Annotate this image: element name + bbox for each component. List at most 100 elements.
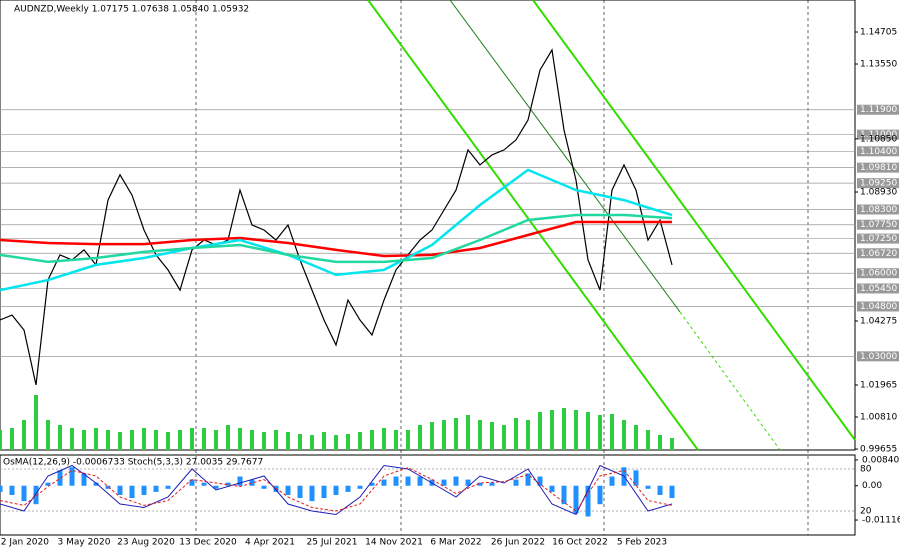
osma-bar <box>237 476 243 486</box>
volume-bar <box>478 420 482 450</box>
volume-bar <box>442 420 446 450</box>
volume-bar <box>190 428 194 450</box>
volume-bar <box>562 408 566 450</box>
y-tick-label: 1.01965 <box>860 381 897 391</box>
volume-bar <box>466 415 470 450</box>
osma-bar <box>561 485 567 505</box>
series-line <box>0 220 672 258</box>
chart-title: AUDNZD,Weekly 1.07175 1.07638 1.05840 1.… <box>14 5 249 15</box>
osma-bar <box>525 473 531 486</box>
volume-bar <box>658 435 662 450</box>
volume-bar <box>130 430 134 450</box>
level-label: 1.06720 <box>860 249 897 259</box>
x-tick-label: 5 Feb 2023 <box>617 538 667 548</box>
level-label: 1.03000 <box>860 352 897 362</box>
osma-bar <box>117 485 123 495</box>
osma-bar <box>285 485 291 495</box>
series-line <box>0 213 673 264</box>
volume-bar <box>298 434 302 450</box>
osma-bar <box>477 482 483 486</box>
volume-bar <box>214 430 218 450</box>
volume-bar <box>418 425 422 450</box>
osma-tick-label: -0.01116 <box>862 516 900 526</box>
volume-bar <box>574 410 578 450</box>
level-label-box <box>857 162 899 173</box>
osma-tick-label: 0.0084018 <box>862 455 900 465</box>
osma-bar <box>153 485 159 492</box>
stoch-level-label: 20 <box>860 507 872 517</box>
volume-bar <box>586 412 590 450</box>
osma-bar <box>189 479 195 486</box>
osma-bar <box>669 485 675 499</box>
volume-bar <box>46 420 50 450</box>
volume-bar <box>598 415 602 450</box>
osma-bar <box>657 485 663 495</box>
volume-bar <box>610 414 614 450</box>
y-tick-label: 1.14705 <box>860 28 897 38</box>
osma-bar <box>489 482 495 486</box>
volume-bar <box>346 434 350 450</box>
channel-line <box>532 0 856 441</box>
volume-bar <box>514 418 518 450</box>
osma-bar <box>393 476 399 486</box>
level-label-box <box>857 233 899 244</box>
y-tick-label: 1.00810 <box>860 413 897 423</box>
osma-bar <box>645 485 651 489</box>
stoch-line <box>0 467 673 512</box>
level-label: 1.09810 <box>860 163 897 173</box>
volume-bar <box>550 410 554 450</box>
osma-bar <box>309 485 315 502</box>
level-label-box <box>857 104 899 115</box>
volume-bar <box>406 430 410 450</box>
level-label: 1.10400 <box>860 147 897 157</box>
osma-bar <box>633 470 639 486</box>
level-label-box <box>857 283 899 294</box>
volume-bar <box>0 430 2 450</box>
volume-bar <box>286 432 290 450</box>
osma-bar <box>69 467 75 486</box>
osma-bar <box>381 479 387 486</box>
level-label-box <box>857 248 899 259</box>
level-label: 1.06000 <box>860 269 897 279</box>
osma-bar <box>57 470 63 486</box>
x-tick-label: 3 May 2020 <box>58 538 111 548</box>
volume-bar <box>178 430 182 450</box>
series-line <box>0 48 673 386</box>
series-line <box>0 168 673 292</box>
osma-bar <box>333 485 339 495</box>
indicator-panel <box>0 454 856 536</box>
x-tick-label: 16 Oct 2022 <box>552 538 608 548</box>
indicator-title: OsMA(12,26,9) -0.0006733 Stoch(5,3,3) 27… <box>3 458 263 468</box>
osma-bar <box>513 479 519 486</box>
osma-bar <box>261 485 267 489</box>
osma-bar <box>129 485 135 499</box>
volume-bar <box>310 435 314 450</box>
y-tick-label: 0.99655 <box>860 445 897 455</box>
osma-bar <box>225 482 231 486</box>
y-tick-label: 1.10850 <box>860 134 897 144</box>
osma-bar <box>417 476 423 486</box>
level-label-box <box>857 351 899 362</box>
osma-bar <box>33 485 39 505</box>
osma-bar <box>585 485 591 517</box>
osma-bar <box>369 482 375 486</box>
volume-bar <box>382 428 386 450</box>
osma-bar <box>45 482 51 486</box>
volume-bar <box>142 428 146 450</box>
level-label: 1.11900 <box>860 105 897 115</box>
y-tick-label: 1.04275 <box>860 317 897 327</box>
osma-bar <box>537 476 543 486</box>
channel-mid <box>449 0 681 313</box>
volume-bar <box>490 422 494 450</box>
osma-bar <box>249 479 255 486</box>
y-tick-label: 1.13550 <box>860 60 897 70</box>
osma-bar <box>357 485 363 489</box>
osma-bar <box>297 485 303 499</box>
volume-bar <box>334 435 338 450</box>
osma-bar <box>213 485 219 489</box>
level-label: 1.04800 <box>860 302 897 312</box>
osma-bar <box>21 485 27 502</box>
volume-bar <box>238 428 242 450</box>
osma-bar <box>165 485 171 489</box>
volume-bar <box>22 420 26 450</box>
